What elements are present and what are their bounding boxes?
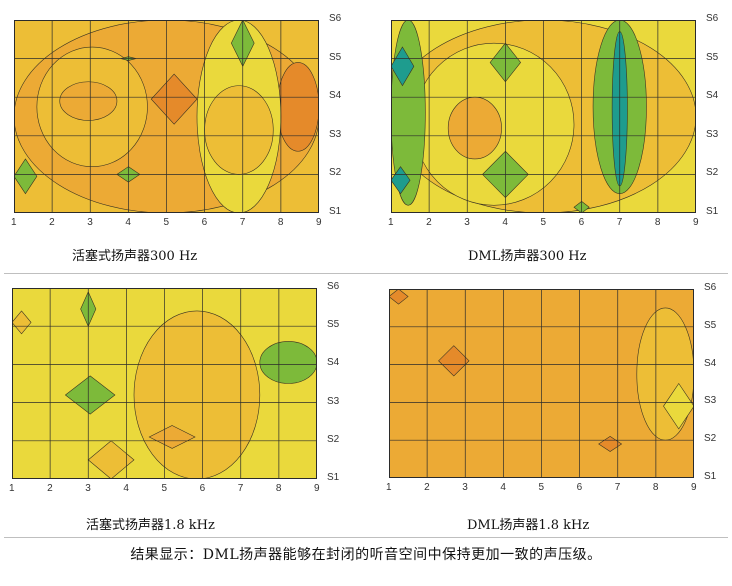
x-tick-label: 4 (500, 482, 506, 493)
x-tick-label: 7 (614, 482, 621, 493)
heatmap-region-yellow_orange-0 (636, 307, 694, 441)
x-tick-label: 7 (239, 217, 246, 228)
x-tick-label: 9 (316, 217, 322, 228)
y-tick-label: S3 (329, 128, 342, 140)
x-tick-label: 1 (11, 217, 17, 228)
x-tick-label: 5 (540, 217, 547, 228)
heatmap-region-orange-3 (389, 289, 409, 305)
x-tick-label: 9 (691, 482, 697, 493)
x-tick-label: 2 (49, 217, 55, 228)
plot-border (389, 289, 694, 478)
y-tick-label: S2 (329, 167, 342, 179)
heatmap-region-yellow_orange-6 (204, 85, 274, 175)
heatmap-svg (12, 288, 317, 479)
x-tick-label: 5 (538, 482, 545, 493)
y-tick-label: S4 (327, 357, 340, 369)
x-tick-label: 5 (161, 483, 168, 494)
bottom-divider (4, 537, 728, 538)
x-tick-label: 2 (47, 483, 53, 494)
y-tick-label: S5 (704, 319, 717, 331)
y-tick-label: S2 (327, 433, 340, 445)
heatmap-region-teal-4 (391, 46, 415, 87)
heatmap-region-yellow_orange-2 (12, 310, 32, 335)
y-tick-label: S3 (327, 395, 340, 407)
plot-border (391, 20, 696, 213)
x-tick-label: 7 (616, 217, 623, 228)
x-tick-label: 8 (652, 482, 659, 493)
y-tick-label: S6 (706, 13, 719, 24)
x-tick-label: 4 (502, 217, 508, 228)
heatmap-region-yellow-1 (663, 382, 694, 430)
x-tick-label: 1 (388, 217, 394, 228)
heatmap-region-green-4 (64, 375, 116, 415)
x-tick-label: 6 (576, 482, 583, 493)
heatmap-region-teal-5 (391, 166, 411, 195)
caption-dml-300hz: DML扬声器300 Hz (468, 249, 587, 264)
y-tick-label: S4 (704, 357, 717, 369)
x-tick-label: 9 (314, 483, 320, 494)
y-tick-label: S1 (329, 206, 342, 217)
caption-dml-1800hz: DML扬声器1.8 kHz (467, 518, 590, 533)
heatmap-dml-300hz (391, 20, 696, 213)
y-tick-label: S5 (329, 51, 342, 63)
x-tick-label: 8 (277, 217, 284, 228)
y-tick-label: S6 (327, 281, 340, 292)
y-tick-label: S5 (706, 51, 719, 63)
x-tick-label: 4 (123, 483, 129, 494)
y-tick-label: S1 (706, 206, 719, 217)
heatmap-piston-300hz (14, 20, 319, 213)
caption-piston-1800hz: 活塞式扬声器1.8 kHz (86, 518, 215, 533)
y-tick-label: S6 (704, 282, 717, 293)
y-tick-label: S1 (327, 472, 340, 483)
y-tick-label: S3 (704, 395, 717, 407)
y-tick-label: S3 (706, 128, 719, 140)
x-tick-label: 1 (9, 483, 15, 494)
y-tick-label: S1 (704, 471, 717, 482)
x-tick-label: 3 (462, 482, 468, 493)
y-tick-label: S4 (706, 90, 719, 102)
x-tick-label: 3 (87, 217, 93, 228)
x-tick-label: 6 (199, 483, 206, 494)
heatmap-svg (391, 20, 696, 213)
x-tick-label: 2 (426, 217, 432, 228)
x-tick-label: 3 (85, 483, 91, 494)
plot-border (14, 20, 319, 213)
heatmap-svg (14, 20, 319, 213)
heatmap-region-orange-3 (150, 73, 198, 125)
x-tick-label: 7 (237, 483, 244, 494)
y-tick-label: S2 (704, 433, 717, 445)
x-tick-label: 3 (464, 217, 470, 228)
x-tick-label: 4 (125, 217, 131, 228)
x-tick-label: 8 (654, 217, 661, 228)
row-divider (4, 273, 728, 274)
heatmap-svg (389, 289, 694, 478)
heatmap-piston-1800hz (12, 288, 317, 479)
x-tick-label: 9 (693, 217, 699, 228)
y-tick-label: S2 (706, 167, 719, 179)
x-tick-label: 1 (386, 482, 392, 493)
x-tick-label: 5 (163, 217, 170, 228)
caption-piston-300hz: 活塞式扬声器300 Hz (72, 249, 198, 264)
heatmap-region-orange-2 (438, 345, 470, 377)
x-tick-label: 2 (424, 482, 430, 493)
heatmap-dml-1800hz (389, 289, 694, 478)
x-tick-label: 8 (275, 483, 282, 494)
heatmap-region-green-5 (259, 341, 317, 384)
heatmap-region-orange_yellow-3 (148, 425, 196, 449)
heatmap-region-orange-4 (276, 62, 319, 152)
heatmap-region-orange_yellow-2 (59, 81, 118, 121)
heatmap-region-orange_yellow-2 (447, 96, 502, 160)
heatmap-region-green-8 (14, 158, 38, 195)
y-tick-label: S4 (329, 90, 342, 102)
y-tick-label: S5 (327, 319, 340, 331)
conclusion-text: 结果显示：DML扬声器能够在封闭的听音空间中保持更加一致的声压级。 (130, 547, 602, 563)
x-tick-label: 6 (201, 217, 208, 228)
plot-border (12, 288, 317, 479)
y-tick-label: S6 (329, 13, 342, 24)
x-tick-label: 6 (578, 217, 585, 228)
